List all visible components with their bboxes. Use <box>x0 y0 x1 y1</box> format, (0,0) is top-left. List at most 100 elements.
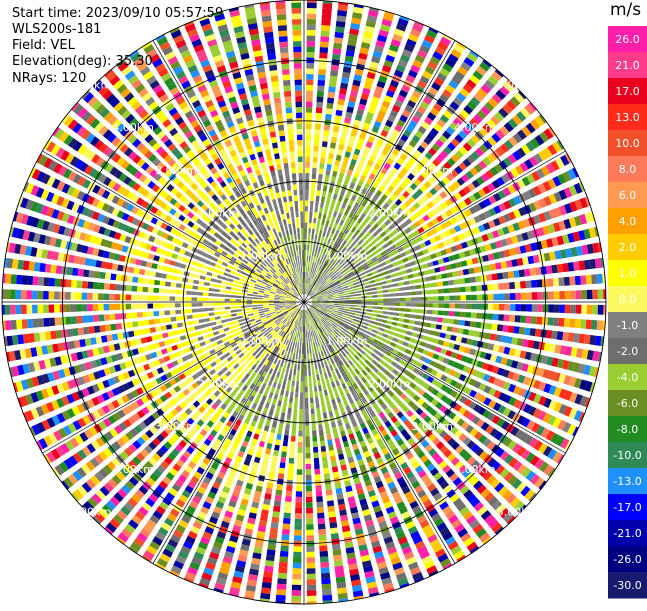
gate-cell <box>391 361 398 368</box>
gate-cell <box>484 332 491 340</box>
gate-cell <box>329 283 335 287</box>
gate-cell <box>394 28 405 37</box>
gate-cell <box>482 437 492 448</box>
gate-cell <box>312 267 315 274</box>
gate-cell <box>477 88 488 99</box>
gate-cell <box>440 249 448 256</box>
gate-cell <box>383 302 389 306</box>
gate-cell <box>319 550 329 557</box>
gate-cell <box>349 309 356 313</box>
gate-cell <box>562 262 569 273</box>
gate-cell <box>147 287 154 293</box>
gate-cell <box>542 412 552 424</box>
gate-cell <box>535 267 542 276</box>
gate-cell <box>437 339 445 346</box>
gate-cell <box>392 337 399 343</box>
gate-cell <box>424 239 432 247</box>
gate-cell <box>416 309 422 314</box>
gate-cell <box>366 295 373 299</box>
gate-cell <box>380 348 387 354</box>
gate-cell <box>306 35 316 42</box>
gate-cell <box>385 274 392 280</box>
gate-cell <box>351 207 357 214</box>
gate-cell <box>479 61 491 72</box>
gate-cell <box>340 319 347 323</box>
gate-cell <box>526 364 535 374</box>
gate-cell <box>500 335 508 343</box>
gate-cell <box>214 335 221 341</box>
gate-cell <box>316 501 324 508</box>
gate-cell <box>331 323 337 328</box>
gate-cell <box>496 176 505 186</box>
gate-cell <box>445 209 453 217</box>
gate-cell <box>454 429 463 439</box>
gate-cell <box>314 391 319 398</box>
gate-cell <box>305 496 313 503</box>
gate-cell <box>562 331 569 342</box>
gate-cell <box>338 322 344 327</box>
gate-cell <box>402 257 409 263</box>
gate-cell <box>397 59 408 68</box>
gate-cell <box>292 573 302 580</box>
gate-cell <box>397 339 404 345</box>
gate-cell <box>269 307 275 309</box>
gate-cell <box>164 296 170 301</box>
gate-cell <box>308 278 311 284</box>
gate-cell <box>350 297 356 300</box>
gate-cell <box>305 397 309 404</box>
gate-cell <box>358 205 365 212</box>
gate-cell <box>452 180 461 190</box>
gate-cell <box>219 307 225 310</box>
gate-cell <box>540 355 548 365</box>
gate-cell <box>338 277 344 282</box>
gate-cell <box>304 343 306 349</box>
gate-cell <box>203 287 209 291</box>
gate-cell <box>480 422 490 431</box>
gate-cell <box>305 101 313 108</box>
gate-cell <box>98 304 104 311</box>
gate-cell <box>320 373 324 380</box>
gate-cell <box>519 350 527 359</box>
gate-cell <box>313 446 319 453</box>
gate-cell <box>424 343 432 349</box>
gate-cell <box>513 385 522 395</box>
gate-cell <box>575 304 582 314</box>
gate-cell <box>459 88 470 98</box>
gate-cell <box>316 190 321 197</box>
gate-cell <box>225 310 231 314</box>
gate-cell <box>442 63 453 73</box>
gate-cell <box>372 230 379 238</box>
gate-cell <box>328 411 334 418</box>
gate-cell <box>298 331 301 338</box>
gate-cell <box>408 232 416 240</box>
gate-cell <box>306 52 315 58</box>
gate-cell <box>322 8 332 15</box>
gate-cell <box>264 565 274 573</box>
gate-cell <box>583 259 591 270</box>
gate-cell <box>282 379 287 385</box>
gate-cell <box>276 405 281 412</box>
gate-cell <box>503 282 510 290</box>
gate-cell <box>426 395 435 403</box>
gate-cell <box>525 315 532 324</box>
gate-cell <box>439 165 448 174</box>
gate-cell <box>153 311 160 317</box>
gate-cell <box>392 261 399 267</box>
gate-cell <box>225 314 232 318</box>
gate-cell <box>407 158 415 167</box>
gate-cell <box>337 257 342 263</box>
gate-cell <box>449 379 458 387</box>
gate-cell <box>131 294 137 301</box>
gate-cell <box>498 203 507 212</box>
gate-cell <box>310 285 315 291</box>
gate-cell <box>374 45 384 53</box>
gate-cell <box>460 337 468 344</box>
gate-cell <box>385 54 396 63</box>
gate-cell <box>339 219 345 226</box>
gate-cell <box>175 303 181 308</box>
gate-cell <box>332 211 338 218</box>
gate-cell <box>164 310 171 316</box>
gate-cell <box>110 323 117 331</box>
gate-cell <box>389 194 397 202</box>
gate-cell <box>480 105 491 116</box>
